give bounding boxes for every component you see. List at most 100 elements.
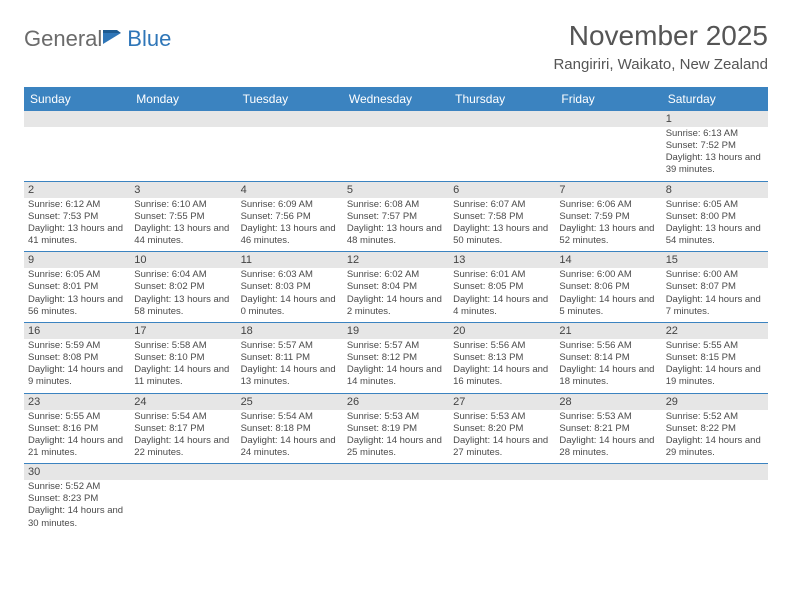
- daylight-line: Daylight: 14 hours and 19 minutes.: [666, 364, 764, 388]
- sunset-line: Sunset: 8:18 PM: [241, 423, 339, 435]
- daylight-line: Daylight: 13 hours and 50 minutes.: [453, 223, 551, 247]
- sunset-line: Sunset: 8:12 PM: [347, 352, 445, 364]
- daylight-line: Daylight: 13 hours and 52 minutes.: [559, 223, 657, 247]
- day-number: 6: [449, 182, 555, 198]
- day-number: 12: [343, 252, 449, 268]
- sunrise-line: Sunrise: 6:03 AM: [241, 269, 339, 281]
- day-number: [130, 111, 236, 127]
- day-number: 21: [555, 323, 661, 339]
- sunset-line: Sunset: 8:08 PM: [28, 352, 126, 364]
- week-data-row: Sunrise: 6:05 AMSunset: 8:01 PMDaylight:…: [24, 268, 768, 322]
- sunset-line: Sunset: 7:52 PM: [666, 140, 764, 152]
- sunset-line: Sunset: 8:00 PM: [666, 211, 764, 223]
- day-cell: [555, 127, 661, 181]
- sunrise-line: Sunrise: 5:52 AM: [666, 411, 764, 423]
- week-daynum-row: 9101112131415: [24, 252, 768, 268]
- sunrise-line: Sunrise: 5:56 AM: [453, 340, 551, 352]
- day-header: Thursday: [449, 87, 555, 111]
- daylight-line: Daylight: 13 hours and 48 minutes.: [347, 223, 445, 247]
- day-cell: [130, 127, 236, 181]
- day-number: 17: [130, 323, 236, 339]
- sunset-line: Sunset: 8:02 PM: [134, 281, 232, 293]
- sunset-line: Sunset: 8:03 PM: [241, 281, 339, 293]
- day-number: [343, 464, 449, 480]
- day-cell: Sunrise: 6:00 AMSunset: 8:06 PMDaylight:…: [555, 268, 661, 322]
- sunrise-line: Sunrise: 6:06 AM: [559, 199, 657, 211]
- daylight-line: Daylight: 13 hours and 46 minutes.: [241, 223, 339, 247]
- sunrise-line: Sunrise: 6:09 AM: [241, 199, 339, 211]
- day-cell: Sunrise: 6:10 AMSunset: 7:55 PMDaylight:…: [130, 198, 236, 252]
- day-cell: Sunrise: 5:59 AMSunset: 8:08 PMDaylight:…: [24, 339, 130, 393]
- day-number: 18: [237, 323, 343, 339]
- day-cell: Sunrise: 6:03 AMSunset: 8:03 PMDaylight:…: [237, 268, 343, 322]
- day-header: Sunday: [24, 87, 130, 111]
- sunset-line: Sunset: 8:06 PM: [559, 281, 657, 293]
- sunrise-line: Sunrise: 6:07 AM: [453, 199, 551, 211]
- day-number: [555, 111, 661, 127]
- sunset-line: Sunset: 7:56 PM: [241, 211, 339, 223]
- sunrise-line: Sunrise: 5:55 AM: [28, 411, 126, 423]
- day-cell: [449, 127, 555, 181]
- sunrise-line: Sunrise: 6:12 AM: [28, 199, 126, 211]
- day-number: [449, 111, 555, 127]
- day-cell: Sunrise: 5:52 AMSunset: 8:22 PMDaylight:…: [662, 410, 768, 464]
- sunset-line: Sunset: 8:23 PM: [28, 493, 126, 505]
- daylight-line: Daylight: 13 hours and 41 minutes.: [28, 223, 126, 247]
- daylight-line: Daylight: 13 hours and 44 minutes.: [134, 223, 232, 247]
- day-number: 23: [24, 394, 130, 410]
- day-cell: Sunrise: 6:02 AMSunset: 8:04 PMDaylight:…: [343, 268, 449, 322]
- day-number: 16: [24, 323, 130, 339]
- sunset-line: Sunset: 8:07 PM: [666, 281, 764, 293]
- sunrise-line: Sunrise: 6:00 AM: [559, 269, 657, 281]
- week-daynum-row: 30: [24, 464, 768, 480]
- week-daynum-row: 23242526272829: [24, 394, 768, 410]
- day-cell: [130, 480, 236, 534]
- day-number: 9: [24, 252, 130, 268]
- daylight-line: Daylight: 14 hours and 24 minutes.: [241, 435, 339, 459]
- day-number: 26: [343, 394, 449, 410]
- sunset-line: Sunset: 8:17 PM: [134, 423, 232, 435]
- day-cell: Sunrise: 5:53 AMSunset: 8:20 PMDaylight:…: [449, 410, 555, 464]
- day-number: [24, 111, 130, 127]
- week-data-row: Sunrise: 6:12 AMSunset: 7:53 PMDaylight:…: [24, 198, 768, 252]
- week-daynum-row: 16171819202122: [24, 323, 768, 339]
- day-cell: Sunrise: 5:55 AMSunset: 8:16 PMDaylight:…: [24, 410, 130, 464]
- day-cell: Sunrise: 5:55 AMSunset: 8:15 PMDaylight:…: [662, 339, 768, 393]
- day-cell: [343, 480, 449, 534]
- day-cell: Sunrise: 5:56 AMSunset: 8:14 PMDaylight:…: [555, 339, 661, 393]
- daylight-line: Daylight: 14 hours and 21 minutes.: [28, 435, 126, 459]
- day-cell: Sunrise: 6:07 AMSunset: 7:58 PMDaylight:…: [449, 198, 555, 252]
- day-number: 14: [555, 252, 661, 268]
- daylight-line: Daylight: 14 hours and 28 minutes.: [559, 435, 657, 459]
- week-daynum-row: 1: [24, 111, 768, 127]
- day-cell: Sunrise: 5:56 AMSunset: 8:13 PMDaylight:…: [449, 339, 555, 393]
- sunrise-line: Sunrise: 5:53 AM: [347, 411, 445, 423]
- day-cell: Sunrise: 6:12 AMSunset: 7:53 PMDaylight:…: [24, 198, 130, 252]
- daylight-line: Daylight: 14 hours and 13 minutes.: [241, 364, 339, 388]
- day-cell: Sunrise: 6:01 AMSunset: 8:05 PMDaylight:…: [449, 268, 555, 322]
- sunset-line: Sunset: 8:22 PM: [666, 423, 764, 435]
- day-number: [555, 464, 661, 480]
- day-cell: [662, 480, 768, 534]
- day-cell: [555, 480, 661, 534]
- day-header: Saturday: [662, 87, 768, 111]
- day-number: 1: [662, 111, 768, 127]
- sunrise-line: Sunrise: 5:54 AM: [134, 411, 232, 423]
- day-cell: Sunrise: 5:57 AMSunset: 8:12 PMDaylight:…: [343, 339, 449, 393]
- day-header: Monday: [130, 87, 236, 111]
- logo: General Blue: [24, 20, 171, 52]
- sunrise-line: Sunrise: 6:00 AM: [666, 269, 764, 281]
- week-data-row: Sunrise: 6:13 AMSunset: 7:52 PMDaylight:…: [24, 127, 768, 181]
- sunset-line: Sunset: 8:20 PM: [453, 423, 551, 435]
- day-cell: Sunrise: 5:53 AMSunset: 8:19 PMDaylight:…: [343, 410, 449, 464]
- daylight-line: Daylight: 13 hours and 54 minutes.: [666, 223, 764, 247]
- sunrise-line: Sunrise: 6:05 AM: [28, 269, 126, 281]
- day-cell: [343, 127, 449, 181]
- daylight-line: Daylight: 14 hours and 18 minutes.: [559, 364, 657, 388]
- day-number: [130, 464, 236, 480]
- day-cell: Sunrise: 5:54 AMSunset: 8:18 PMDaylight:…: [237, 410, 343, 464]
- day-number: 25: [237, 394, 343, 410]
- day-number: [237, 464, 343, 480]
- sunrise-line: Sunrise: 5:56 AM: [559, 340, 657, 352]
- day-cell: Sunrise: 6:05 AMSunset: 8:01 PMDaylight:…: [24, 268, 130, 322]
